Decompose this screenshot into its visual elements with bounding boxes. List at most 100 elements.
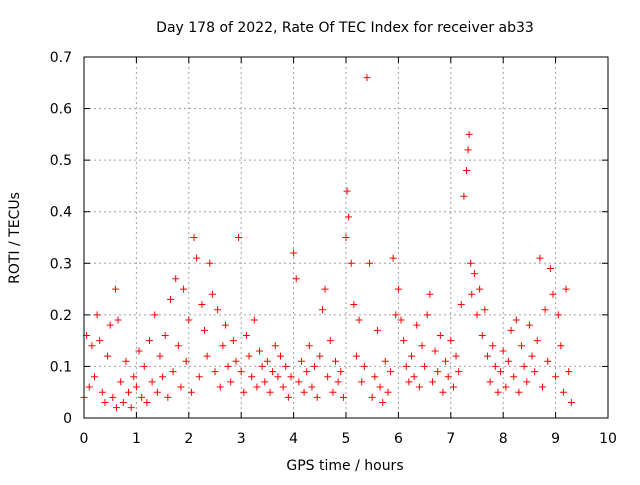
data-point [481, 306, 489, 314]
data-point [439, 388, 447, 396]
data-point [525, 321, 533, 329]
data-point [138, 393, 146, 401]
data-point [421, 362, 429, 370]
data-point [329, 388, 337, 396]
data-point [174, 342, 182, 350]
data-point [507, 326, 515, 334]
y-tick-label: 0.7 [50, 50, 72, 66]
data-point [114, 316, 122, 324]
data-point [363, 74, 371, 82]
y-tick-label: 0.4 [50, 205, 72, 221]
y-tick-label: 0.2 [50, 308, 72, 324]
data-point [379, 399, 387, 407]
data-point [321, 285, 329, 293]
data-point [290, 249, 298, 257]
data-point [127, 404, 135, 412]
data-point [531, 368, 539, 376]
data-point [245, 352, 253, 360]
data-point [355, 316, 363, 324]
data-point [318, 306, 326, 314]
data-point [447, 337, 455, 345]
chart-title: Day 178 of 2022, Rate Of TEC Index for r… [156, 20, 534, 36]
data-point [277, 352, 284, 360]
data-point [449, 383, 457, 391]
data-point [366, 259, 374, 267]
data-point [235, 234, 243, 241]
x-tick-label: 10 [599, 431, 617, 447]
data-point [261, 378, 269, 386]
data-point [182, 357, 190, 365]
data-point [266, 388, 274, 396]
data-point [510, 373, 518, 381]
x-tick-label: 8 [499, 431, 508, 447]
x-tick-label: 2 [184, 431, 193, 447]
data-point [465, 130, 473, 138]
data-point [109, 393, 117, 401]
data-point [549, 290, 557, 298]
data-point [350, 301, 358, 309]
x-tick-label: 0 [80, 431, 89, 447]
data-point [88, 342, 96, 350]
data-point [467, 259, 475, 267]
data-point [305, 342, 313, 350]
data-point [232, 357, 240, 365]
data-point [206, 259, 214, 267]
data-point [567, 399, 575, 407]
data-point [166, 295, 174, 303]
data-point [98, 388, 106, 396]
data-point [504, 357, 512, 365]
data-point [187, 388, 195, 396]
data-point [253, 383, 261, 391]
data-point [132, 383, 140, 391]
data-point [85, 383, 93, 391]
data-point [373, 326, 381, 334]
data-point [413, 321, 421, 329]
data-point [394, 285, 402, 293]
data-point [452, 352, 460, 360]
data-point [343, 187, 351, 195]
data-point [208, 290, 216, 298]
data-point [237, 368, 245, 376]
data-point [518, 342, 526, 350]
data-point [381, 357, 389, 365]
data-point [512, 316, 520, 324]
data-point [177, 383, 185, 391]
data-point [229, 337, 237, 345]
x-tick-label: 5 [342, 431, 351, 447]
data-point [219, 342, 227, 350]
data-point [476, 285, 484, 293]
y-tick-labels: 0 0.1 0.2 0.3 0.4 0.5 0.6 0.7 [50, 50, 72, 427]
data-point [360, 362, 368, 370]
x-tick-label: 6 [394, 431, 403, 447]
axis-ticks [83, 56, 609, 419]
data-point [111, 285, 119, 293]
data-point [431, 347, 439, 355]
data-point [539, 383, 546, 391]
data-point [90, 373, 98, 381]
data-point [93, 311, 101, 319]
data-point [240, 388, 248, 396]
data-point [520, 362, 528, 370]
data-point [342, 234, 350, 241]
data-point [536, 254, 544, 262]
data-point [185, 316, 193, 324]
data-point [552, 373, 560, 381]
data-point [311, 362, 319, 370]
data-point [140, 362, 148, 370]
data-point [279, 383, 287, 391]
data-point [193, 254, 201, 262]
data-point [499, 347, 507, 355]
x-tick-label: 3 [237, 431, 246, 447]
data-point [502, 383, 510, 391]
data-point [274, 373, 282, 381]
data-point [434, 368, 442, 376]
data-point [287, 373, 295, 381]
data-point [295, 378, 303, 386]
data-point [148, 378, 156, 386]
data-point [483, 352, 491, 360]
data-point [248, 373, 256, 381]
data-point [227, 378, 235, 386]
y-tick-label: 0.1 [50, 359, 72, 375]
data-point [159, 373, 167, 381]
